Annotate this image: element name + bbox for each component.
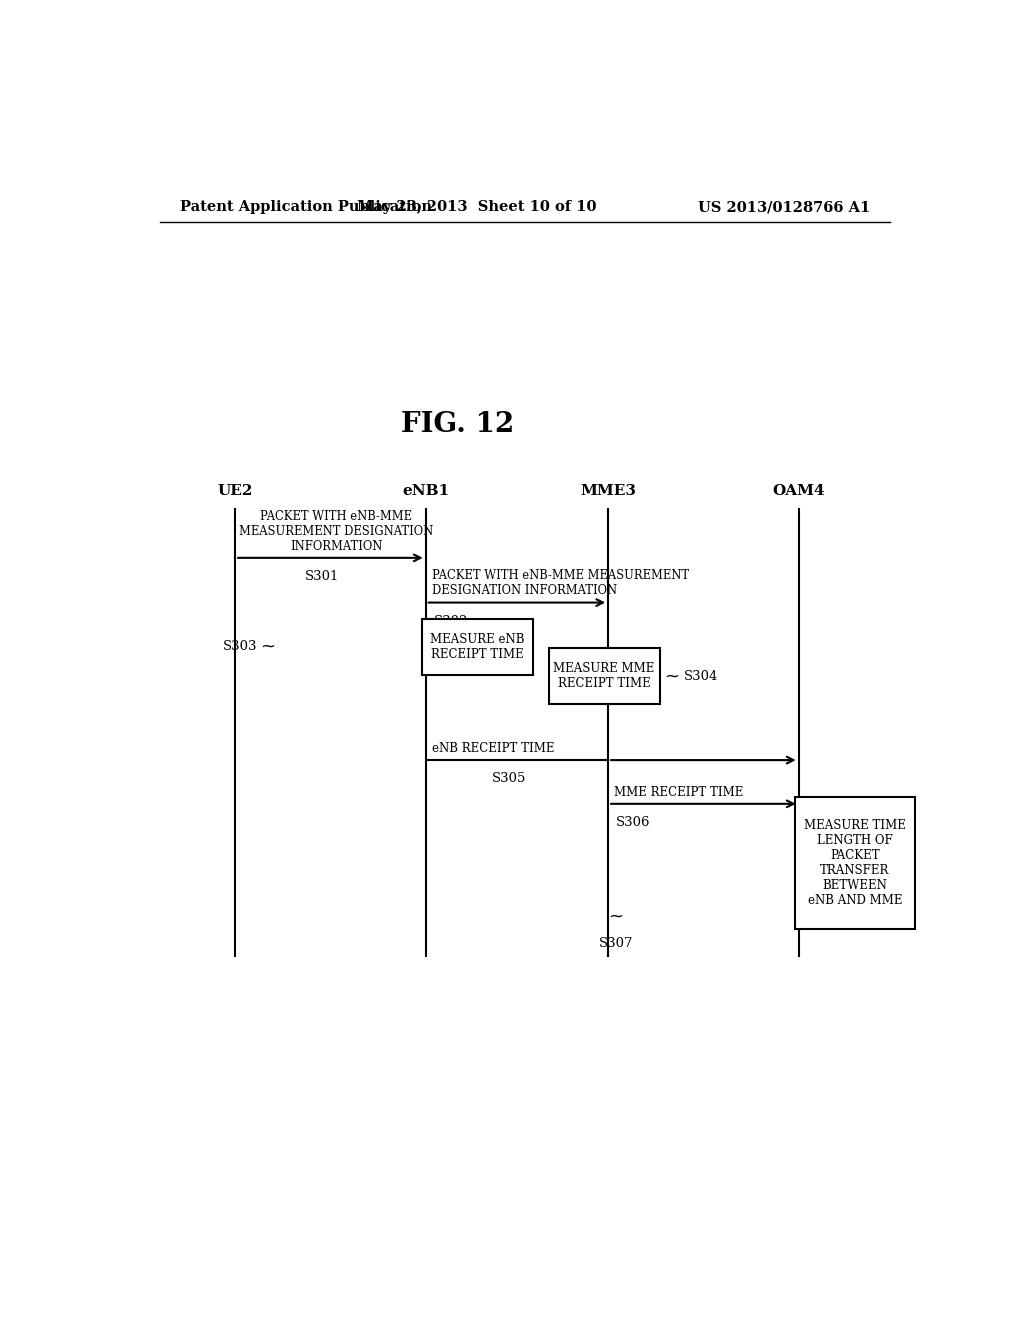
Text: S302: S302 (433, 615, 468, 628)
Text: US 2013/0128766 A1: US 2013/0128766 A1 (697, 201, 870, 214)
Text: S304: S304 (684, 669, 718, 682)
Text: S303: S303 (223, 640, 257, 653)
Text: PACKET WITH eNB-MME MEASUREMENT
DESIGNATION INFORMATION: PACKET WITH eNB-MME MEASUREMENT DESIGNAT… (432, 569, 689, 598)
Text: S301: S301 (305, 570, 340, 583)
Text: MEASURE TIME
LENGTH OF
PACKET
TRANSFER
BETWEEN
eNB AND MME: MEASURE TIME LENGTH OF PACKET TRANSFER B… (804, 818, 906, 907)
FancyBboxPatch shape (549, 648, 659, 704)
Text: MEASURE MME
RECEIPT TIME: MEASURE MME RECEIPT TIME (554, 663, 654, 690)
FancyBboxPatch shape (422, 619, 532, 675)
Text: UE2: UE2 (217, 484, 253, 498)
Text: OAM4: OAM4 (772, 484, 825, 498)
Text: ~: ~ (260, 638, 274, 656)
Text: May 23, 2013  Sheet 10 of 10: May 23, 2013 Sheet 10 of 10 (357, 201, 597, 214)
Text: Patent Application Publication: Patent Application Publication (179, 201, 431, 214)
Text: PACKET WITH eNB-MME
MEASUREMENT DESIGNATION
INFORMATION: PACKET WITH eNB-MME MEASUREMENT DESIGNAT… (240, 510, 433, 553)
Text: S305: S305 (492, 772, 526, 785)
Text: MEASURE eNB
RECEIPT TIME: MEASURE eNB RECEIPT TIME (430, 632, 524, 661)
FancyBboxPatch shape (795, 797, 915, 929)
Text: eNB RECEIPT TIME: eNB RECEIPT TIME (432, 742, 554, 755)
Text: ~: ~ (664, 667, 679, 685)
Text: S306: S306 (616, 816, 650, 829)
Text: MME3: MME3 (581, 484, 636, 498)
Text: ~: ~ (608, 908, 624, 925)
Text: eNB1: eNB1 (402, 484, 450, 498)
Text: MME RECEIPT TIME: MME RECEIPT TIME (614, 785, 743, 799)
Text: FIG. 12: FIG. 12 (400, 412, 514, 438)
Text: S307: S307 (599, 937, 633, 950)
